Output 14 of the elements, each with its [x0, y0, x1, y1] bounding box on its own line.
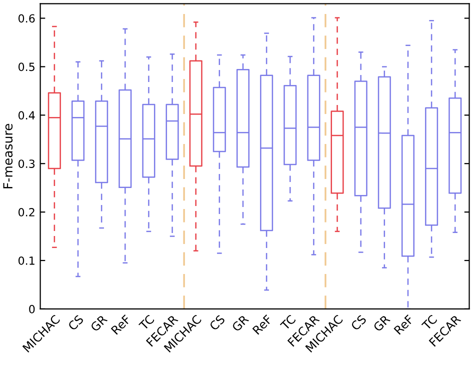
y-tick-label: 0: [29, 304, 35, 314]
x-tick-label: GR: [90, 314, 108, 332]
y-axis-title: F-measure: [3, 124, 13, 188]
x-tick-label: CS: [67, 314, 84, 331]
y-tick-label: 0.6: [18, 14, 35, 23]
y-tick-label: 0.1: [18, 256, 34, 265]
y-tick-label: 0.5: [18, 62, 34, 72]
x-tick-label: CS: [208, 314, 226, 331]
y-tick-label: 0.3: [18, 160, 35, 168]
y-tick-label: 0.4: [18, 111, 35, 120]
x-tick-label: GR: [231, 314, 250, 332]
x-tick-label: GR: [372, 314, 391, 332]
x-tick-label: CS: [350, 314, 367, 331]
y-tick-label: 0.2: [18, 208, 34, 216]
